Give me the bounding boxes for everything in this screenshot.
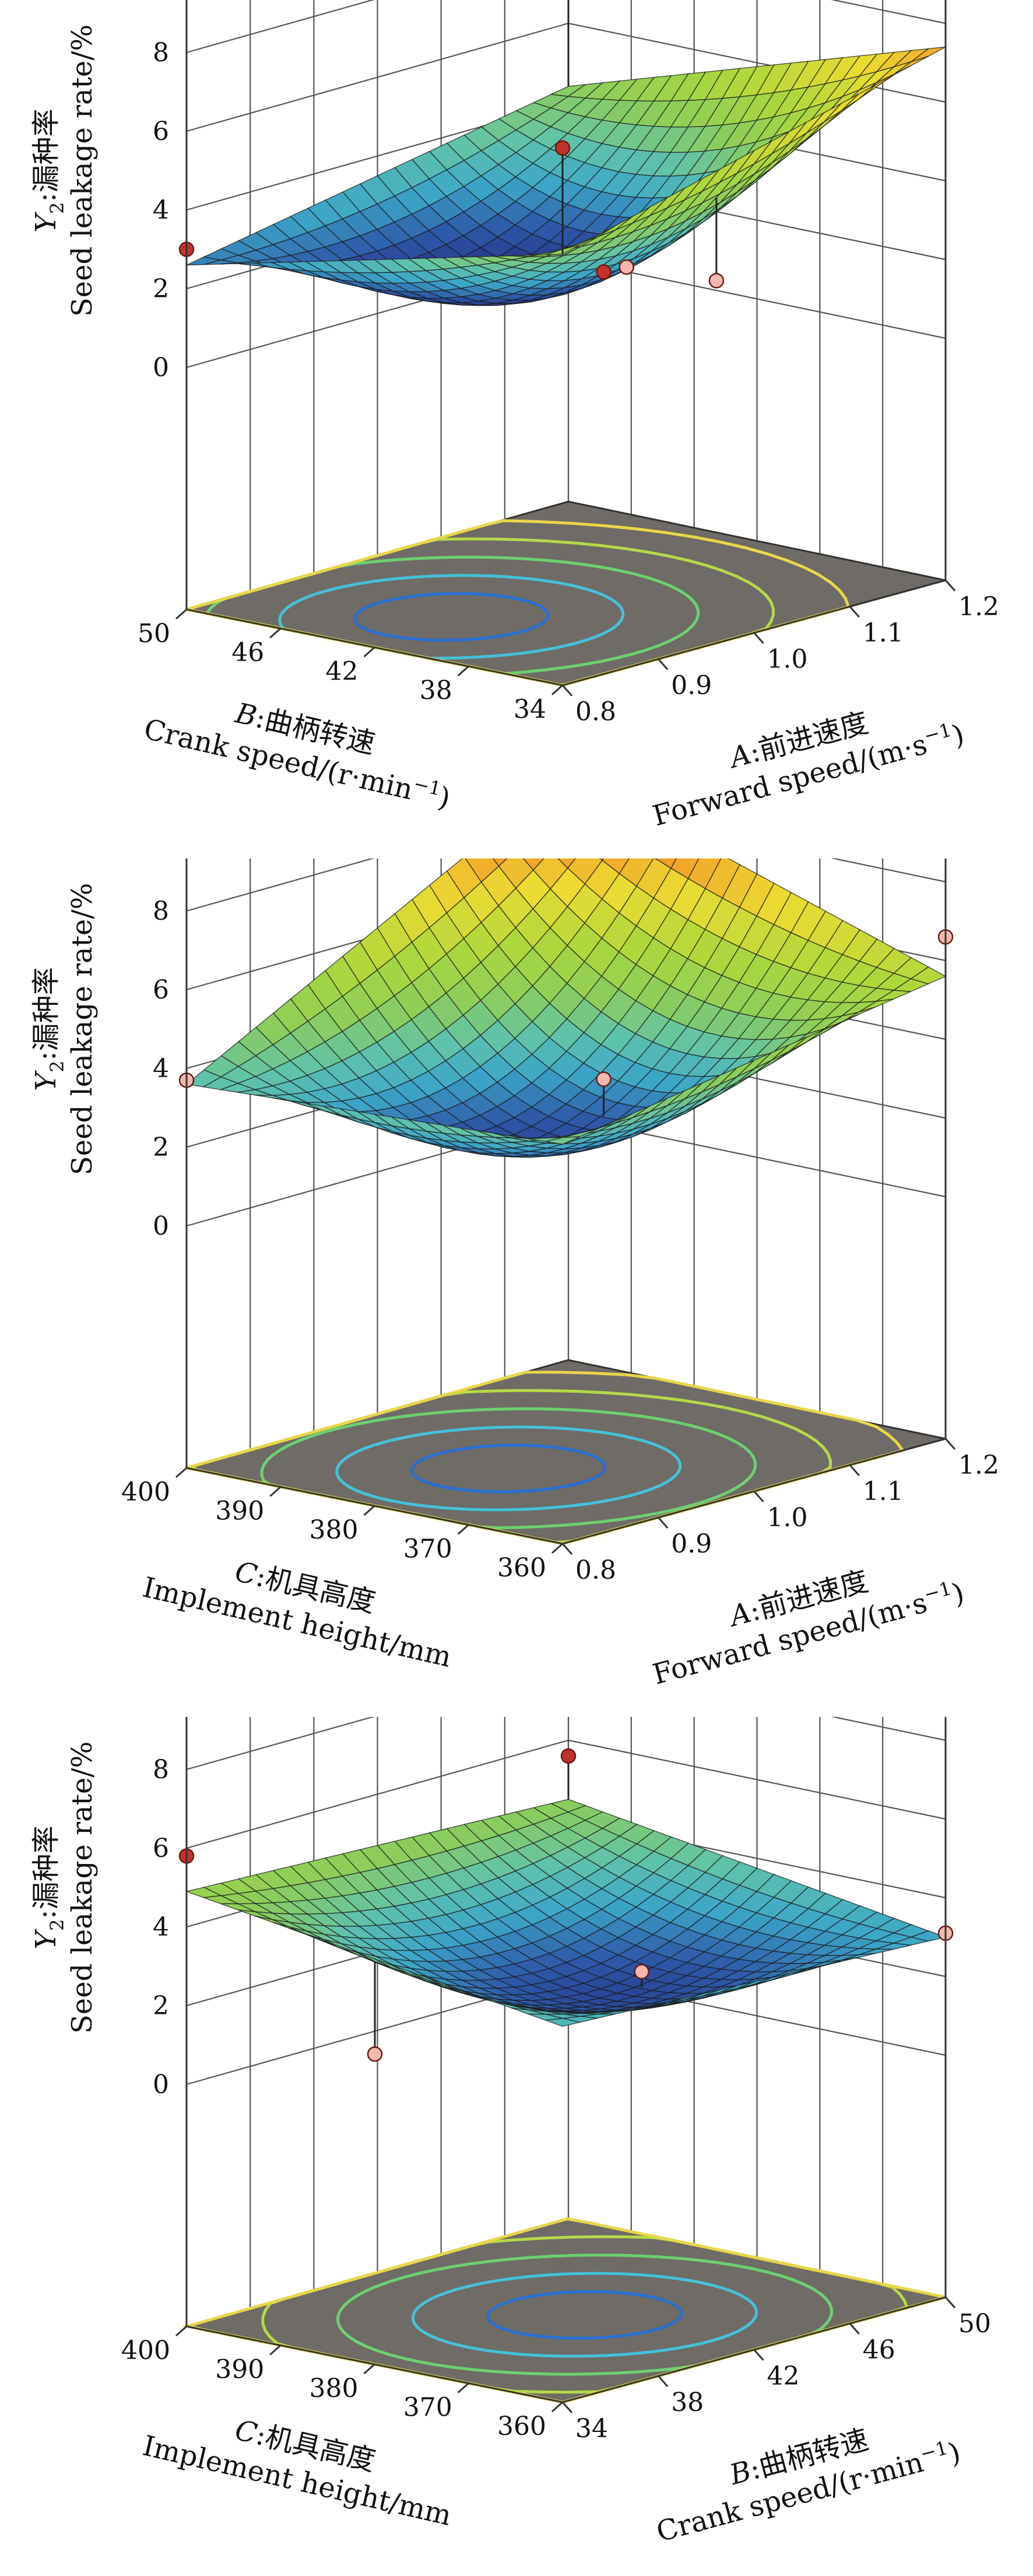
z-tick-labels: 1086420 bbox=[153, 38, 169, 383]
svg-text:Seed leakage rate/%: Seed leakage rate/% bbox=[66, 1741, 99, 2034]
x-tick-360: 360 bbox=[497, 1553, 546, 1583]
y-tick-0.8: 0.8 bbox=[575, 697, 616, 727]
surface-plot-3: 10864204003903803703603438424650C:机具高度Im… bbox=[30, 1717, 991, 2549]
z-tick-8: 8 bbox=[153, 1755, 169, 1785]
contour-0 bbox=[410, 1443, 607, 1494]
z-tick-2: 2 bbox=[153, 274, 169, 304]
z-axis-title: Y2:漏种率 Seed leakage rate/% bbox=[30, 883, 99, 1175]
z-tick-2: 2 bbox=[153, 1991, 169, 2021]
z-tick-0: 0 bbox=[153, 2070, 169, 2100]
floor-plane bbox=[186, 1359, 946, 1545]
contour-1 bbox=[411, 2272, 758, 2358]
z-tick-labels: 1086420 bbox=[153, 896, 169, 1241]
response-surface bbox=[186, 46, 946, 306]
response-surface-chart-1: 108642050464238340.80.91.01.11.2B:曲柄转速Cr… bbox=[0, 0, 1033, 858]
contour-1 bbox=[335, 1425, 682, 1512]
y-tick-1.1: 1.1 bbox=[863, 618, 904, 648]
design-point-5 bbox=[708, 197, 725, 289]
svg-text:Seed leakage rate/%: Seed leakage rate/% bbox=[66, 883, 99, 1175]
y-tick-1.0: 1.0 bbox=[767, 1503, 808, 1533]
design-point-1 bbox=[554, 140, 571, 254]
x-tick-390: 390 bbox=[215, 1496, 264, 1526]
x-tick-labels: 50 46 42 38 34 bbox=[138, 608, 563, 724]
y-tick-50: 50 bbox=[958, 2309, 991, 2339]
y-tick-1.0: 1.0 bbox=[767, 644, 808, 674]
design-point-4 bbox=[619, 259, 634, 275]
z-axis-title: Y2:漏种率 Seed leakage rate/% bbox=[30, 24, 99, 317]
z-tick-6: 6 bbox=[153, 975, 169, 1005]
x-tick-390: 390 bbox=[215, 2355, 264, 2385]
y-tick-labels: 0.8 0.9 1.0 1.1 1.2 bbox=[561, 1438, 999, 1585]
x-tick-370: 370 bbox=[403, 1534, 452, 1564]
x-tick-380: 380 bbox=[310, 2374, 359, 2403]
svg-text:Y2:漏种率: Y2:漏种率 bbox=[30, 967, 68, 1091]
response-surface-chart-3: 10864204003903803703603438424650C:机具高度Im… bbox=[0, 1717, 1033, 2575]
z-tick-4: 4 bbox=[153, 195, 169, 225]
z-tick-0: 0 bbox=[153, 353, 169, 383]
y-tick-1.2: 1.2 bbox=[958, 1450, 999, 1480]
x-tick-380: 380 bbox=[310, 1515, 359, 1545]
y-tick-1.1: 1.1 bbox=[863, 1477, 904, 1506]
surface-plot-1: 108642050464238340.80.91.01.11.2B:曲柄转速Cr… bbox=[30, 0, 999, 833]
design-point-1 bbox=[560, 1748, 577, 1800]
x-tick-34: 34 bbox=[514, 695, 546, 724]
y-tick-0.8: 0.8 bbox=[575, 1555, 616, 1585]
x-tick-50: 50 bbox=[138, 619, 170, 649]
y-tick-34: 34 bbox=[575, 2414, 608, 2444]
response-surface bbox=[185, 1799, 947, 2027]
y-tick-38: 38 bbox=[671, 2388, 704, 2417]
x-tick-42: 42 bbox=[326, 657, 359, 686]
design-point-2 bbox=[567, 0, 570, 86]
design-point-2 bbox=[367, 1961, 383, 2062]
z-tick-4: 4 bbox=[153, 1054, 169, 1084]
z-tick-0: 0 bbox=[153, 1211, 169, 1241]
svg-text:Seed leakage rate/%: Seed leakage rate/% bbox=[66, 24, 99, 317]
design-point-1 bbox=[596, 1071, 612, 1116]
x-tick-370: 370 bbox=[403, 2393, 452, 2423]
contour-2 bbox=[336, 2253, 833, 2376]
surface-plot-2: 10864204003903803703600.80.91.01.11.2C:机… bbox=[30, 858, 999, 1691]
design-point-3 bbox=[634, 1964, 649, 1987]
contour-0 bbox=[353, 592, 550, 642]
z-tick-4: 4 bbox=[153, 1912, 169, 1942]
z-tick-labels: 1086420 bbox=[153, 1755, 169, 2100]
z-axis-title: Y2:漏种率 Seed leakage rate/% bbox=[30, 1741, 99, 2034]
z-tick-6: 6 bbox=[153, 1834, 169, 1863]
response-surface bbox=[185, 858, 947, 1158]
contour-0 bbox=[486, 2290, 683, 2340]
floor-plane bbox=[186, 500, 946, 686]
x-tick-400: 400 bbox=[121, 2336, 170, 2365]
z-tick-2: 2 bbox=[153, 1133, 169, 1162]
x-tick-360: 360 bbox=[497, 2412, 546, 2441]
y-tick-0.9: 0.9 bbox=[671, 1529, 712, 1559]
x-tick-400: 400 bbox=[121, 1477, 170, 1507]
response-surface-chart-2: 10864204003903803703600.80.91.01.11.2C:机… bbox=[0, 858, 1033, 1717]
x-tick-46: 46 bbox=[231, 638, 264, 668]
y-tick-46: 46 bbox=[863, 2335, 895, 2365]
y-tick-1.2: 1.2 bbox=[958, 592, 999, 622]
x-tick-labels: 400 390 380 370 360 bbox=[121, 2325, 563, 2441]
svg-text:Y2:漏种率: Y2:漏种率 bbox=[30, 1825, 68, 1949]
y-tick-labels: 0.8 0.9 1.0 1.1 1.2 bbox=[561, 580, 999, 727]
x-tick-labels: 400 390 380 370 360 bbox=[121, 1467, 563, 1583]
y-tick-0.9: 0.9 bbox=[671, 671, 712, 700]
z-tick-8: 8 bbox=[153, 896, 169, 926]
y-tick-labels: 34 38 42 46 50 bbox=[561, 2297, 991, 2444]
x-tick-38: 38 bbox=[420, 676, 452, 706]
z-tick-8: 8 bbox=[153, 38, 169, 68]
z-tick-6: 6 bbox=[153, 117, 169, 146]
svg-text:Y2:漏种率: Y2:漏种率 bbox=[30, 108, 68, 232]
y-tick-42: 42 bbox=[767, 2361, 800, 2391]
design-point-3 bbox=[596, 264, 612, 280]
